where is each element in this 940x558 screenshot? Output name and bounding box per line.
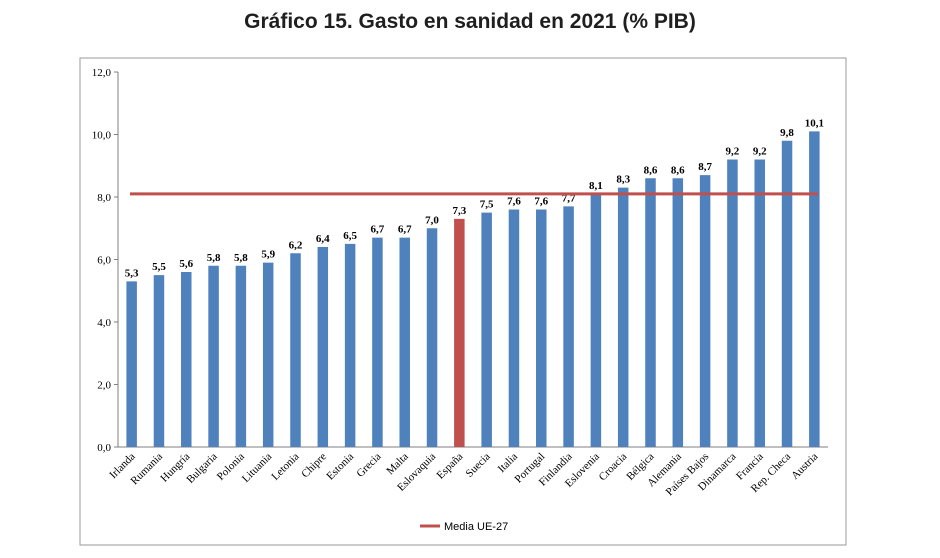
y-tick-label: 8,0 (97, 192, 111, 204)
data-label: 6,7 (398, 224, 412, 236)
data-label: 8,6 (644, 164, 658, 176)
data-label: 9,8 (780, 127, 794, 139)
data-label: 5,9 (261, 249, 275, 261)
data-label: 10,1 (805, 117, 824, 129)
x-tick-label: Croacia (597, 451, 630, 484)
x-axis-labels: IrlandaRumaniaHungríaBulgariaPoloniaLitu… (107, 451, 820, 499)
data-label: 6,2 (289, 239, 303, 251)
bar (563, 206, 574, 447)
x-tick-label: Italia (496, 451, 521, 476)
x-tick-label: Letonia (269, 451, 301, 483)
data-label: 9,2 (726, 146, 740, 158)
data-label: 7,5 (480, 199, 494, 211)
data-label: 8,1 (589, 180, 603, 192)
bar (399, 237, 410, 447)
bar (235, 265, 247, 447)
bar (262, 262, 274, 447)
bar (153, 275, 165, 447)
data-label: 8,7 (698, 161, 712, 173)
y-tick-label: 0,0 (97, 442, 111, 454)
data-label: 5,8 (234, 252, 248, 264)
bar (699, 175, 711, 447)
bar (481, 212, 492, 447)
data-label: 7,0 (425, 214, 439, 226)
chart-title: Gráfico 15. Gasto en sanidad en 2021 (% … (244, 10, 696, 33)
bar (344, 243, 356, 447)
data-labels: 5,3 5,5 5,6 5,8 5,8 5,9 6,2 6,4 6,5 6,7 6,7 7,0 7,3 7… (125, 117, 824, 279)
bar (590, 193, 602, 447)
x-tick-label: Austria (789, 451, 820, 482)
x-tick-label: España (435, 451, 466, 482)
y-tick-label: 2,0 (97, 380, 111, 392)
bar (454, 218, 465, 447)
data-label: 6,4 (316, 233, 330, 245)
y-tick-label: 12,0 (92, 67, 112, 79)
bar (508, 209, 520, 447)
bar (372, 237, 383, 447)
data-label: 5,8 (207, 252, 221, 264)
data-label: 7,6 (534, 196, 548, 208)
y-tick-label: 10,0 (92, 130, 112, 142)
legend: Media UE-27 (420, 521, 508, 533)
bar (208, 265, 219, 447)
bar (672, 178, 684, 447)
x-tick-label: Grecia (354, 451, 383, 480)
data-label: 9,2 (753, 146, 767, 158)
data-label: 5,3 (125, 267, 139, 279)
chart-frame (79, 57, 847, 546)
bar (126, 281, 137, 447)
bar (645, 178, 656, 447)
data-label: 6,7 (371, 224, 385, 236)
y-tick-label: 4,0 (97, 317, 111, 329)
data-label: 7,6 (507, 196, 521, 208)
data-label: 5,6 (179, 258, 193, 270)
data-label: 8,3 (616, 174, 630, 186)
bar (181, 272, 192, 447)
data-label: 7,3 (452, 205, 466, 217)
bars (126, 131, 820, 447)
bar (317, 247, 329, 447)
x-tick-label: Bulgaria (184, 451, 219, 486)
bar (426, 228, 438, 447)
legend-label: Media UE-27 (444, 521, 508, 533)
bar (536, 209, 547, 447)
data-label: 8,6 (671, 164, 685, 176)
bar (290, 253, 301, 447)
data-label: 5,5 (152, 261, 166, 273)
x-tick-label: Chipre (299, 451, 329, 481)
bar (727, 159, 738, 447)
x-tick-label: Estonia (324, 451, 356, 483)
bar (781, 140, 793, 447)
x-tick-label: Lituania (240, 451, 274, 485)
x-tick-label: Suecia (464, 451, 493, 480)
bar (617, 187, 629, 447)
bar (754, 159, 765, 447)
y-tick-label: 6,0 (97, 255, 111, 267)
bar (809, 131, 820, 447)
data-label: 6,5 (343, 230, 357, 242)
